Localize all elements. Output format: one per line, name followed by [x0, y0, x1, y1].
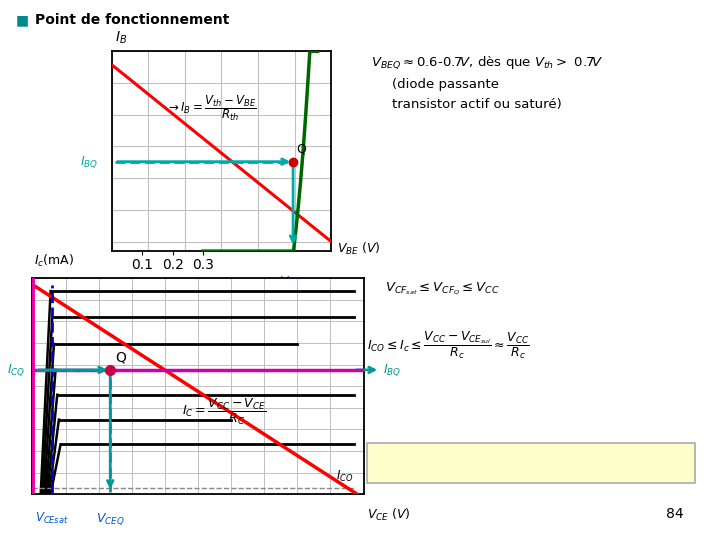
Text: $I_{CO}$: $I_{CO}$	[336, 469, 354, 484]
Text: $I_{BQ}$: $I_{BQ}$	[80, 154, 98, 170]
Text: $V_{CEQ}$: $V_{CEQ}$	[96, 511, 125, 527]
Text: mode de fonctionnement: mode de fonctionnement	[421, 454, 609, 467]
Text: $V_{CE}$ $(V)$: $V_{CE}$ $(V)$	[367, 507, 410, 523]
Text: transistor actif ou saturé): transistor actif ou saturé)	[392, 98, 562, 111]
Text: Q fixe le: Q fixe le	[374, 454, 434, 467]
Text: $I_c$(mA): $I_c$(mA)	[34, 253, 74, 269]
Text: $V_{BE}$ $(V)$: $V_{BE}$ $(V)$	[337, 241, 381, 257]
Text: Q: Q	[296, 142, 306, 155]
Text: $V_{BEQ}$: $V_{BEQ}$	[279, 274, 307, 289]
Text: $I_C = \dfrac{V_{CC} - V_{CE}}{R_C}$: $I_C = \dfrac{V_{CC} - V_{CE}}{R_C}$	[182, 397, 266, 427]
Text: du transistor: du transistor	[547, 454, 636, 467]
Text: $V_{BEQ}{\approx}0.6\text{-}0.7V$, dès que $V_{th}{>}~0.7V$: $V_{BEQ}{\approx}0.6\text{-}0.7V$, dès q…	[371, 54, 603, 71]
Text: (diode passante: (diode passante	[392, 78, 500, 91]
Text: $I_{CQ}$: $I_{CQ}$	[7, 362, 26, 378]
Text: 84: 84	[666, 507, 683, 521]
Text: $\rightarrow I_B = \dfrac{V_{th} - V_{BE}}{R_{th}}$: $\rightarrow I_B = \dfrac{V_{th} - V_{BE…	[166, 93, 257, 123]
Text: $V_{CF_{sat}} \leq V_{CF_Q} \leq V_{CC}$: $V_{CF_{sat}} \leq V_{CF_Q} \leq V_{CC}$	[385, 281, 500, 298]
Text: Q: Q	[115, 350, 126, 365]
Text: $I_{BQ}$: $I_{BQ}$	[384, 362, 402, 378]
Text: Point de fonctionnement: Point de fonctionnement	[35, 14, 229, 28]
Text: $I_{CO} \leq I_c \leq \dfrac{V_{CC} - V_{CE_{sul}}}{R_c} \approx \dfrac{V_{CC}}{: $I_{CO} \leq I_c \leq \dfrac{V_{CC} - V_…	[367, 329, 530, 361]
Text: $V_{CEsat}$: $V_{CEsat}$	[35, 511, 69, 526]
Text: $I_B$: $I_B$	[114, 29, 127, 45]
Text: ■: ■	[16, 14, 29, 28]
